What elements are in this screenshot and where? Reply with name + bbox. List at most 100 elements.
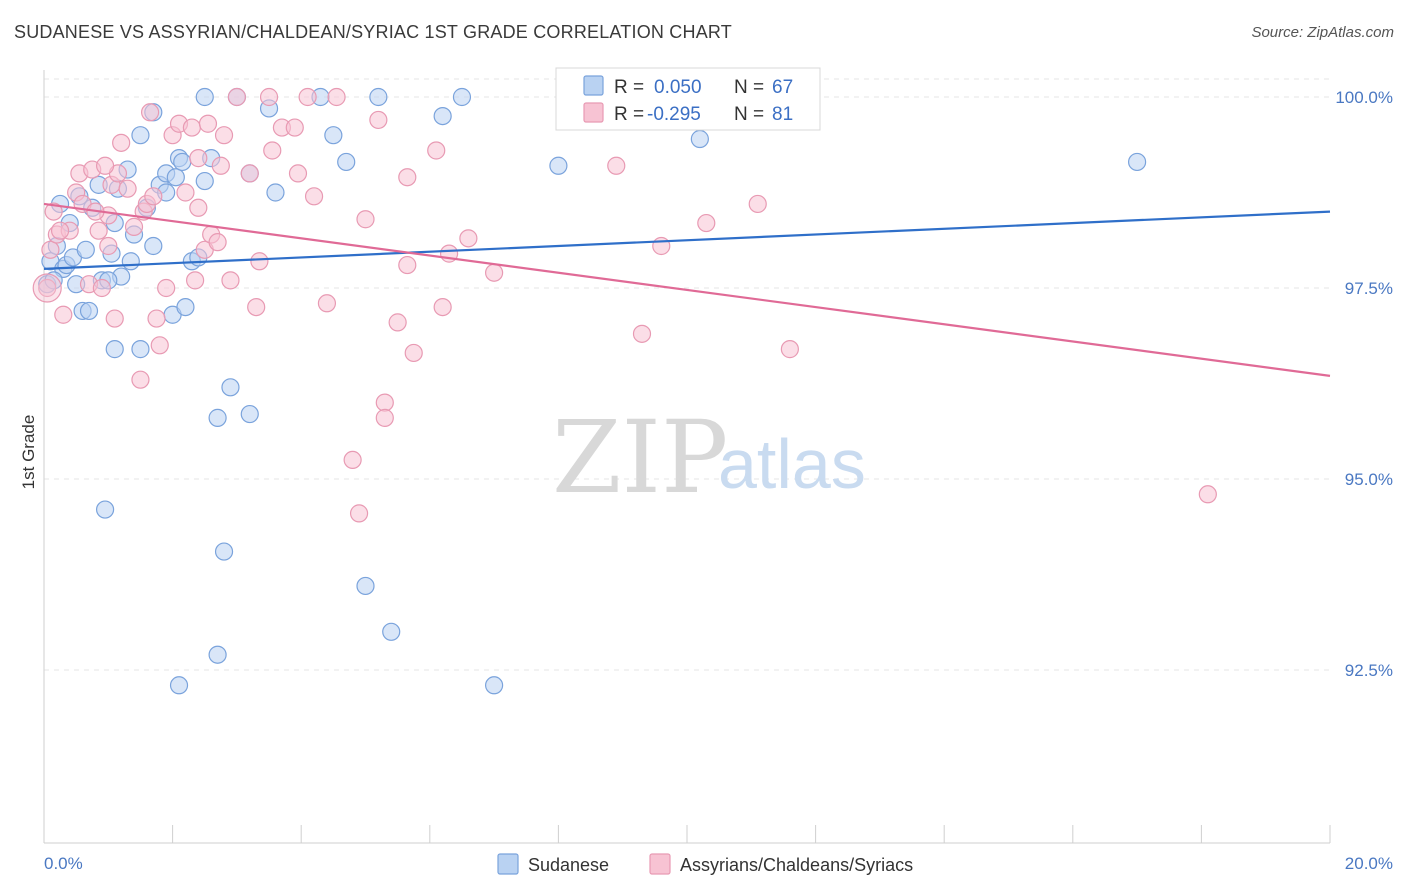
point-sudanese [221,378,240,397]
stats-blue-r-label: R = [614,77,644,98]
point-assyrians [221,271,240,290]
point-assyrians [398,255,417,275]
point-sudanese [166,168,185,187]
point-sudanese [95,500,115,519]
point-assyrians [131,370,150,389]
point-assyrians [189,149,208,168]
watermark-zip: ZIP [552,399,728,516]
point-assyrians [327,87,346,107]
stats-pink-r-label: R = [614,104,644,125]
point-assyrians [198,114,218,133]
point-sudanese [76,240,95,259]
watermark: ZIP atlas [552,399,866,516]
point-sudanese [208,408,227,427]
point-assyrians-large [32,273,62,303]
point-assyrians [459,229,478,248]
point-assyrians [112,133,131,152]
point-assyrians [1198,485,1217,504]
point-assyrians [317,294,337,313]
y-tick-label: 92.5% [1345,661,1393,680]
watermark-atlas: atlas [718,425,866,503]
trend-line-assyrians [43,202,1331,377]
stats-blue-swatch [583,75,604,96]
point-assyrians [227,87,246,107]
point-assyrians [144,187,163,206]
point-sudanese [356,576,375,596]
point-sudanese [369,87,388,107]
point-sudanese [337,152,356,172]
point-sudanese [195,87,214,107]
y-axis-label: 1st Grade [19,415,38,490]
stats-pink-n-value: 81 [772,104,793,125]
point-assyrians [214,126,234,145]
stats-legend: R = 0.050 N = 67 R = -0.295 N = 81 [555,67,821,131]
point-sudanese [382,622,401,641]
point-assyrians [247,298,266,317]
chart-title: SUDANESE VS ASSYRIAN/CHALDEAN/SYRIAC 1ST… [14,22,732,42]
point-assyrians [50,221,70,240]
point-sudanese [433,106,452,126]
point-assyrians [398,168,417,187]
point-sudanese [690,129,709,149]
chart-source: Source: ZipAtlas.com [1251,24,1394,41]
point-assyrians [211,156,230,175]
point-assyrians [485,263,504,282]
point-assyrians [240,164,259,183]
trend-lines [43,202,1331,377]
point-sudanese [214,542,234,561]
point-assyrians [44,202,63,221]
point-assyrians [208,233,227,252]
point-sudanese [144,236,163,256]
point-assyrians [288,164,308,183]
point-assyrians [89,221,108,240]
legend-label-assyrians: Assyrians/Chaldeans/Syriacs [680,855,913,875]
point-assyrians [427,141,446,160]
point-sudanese [549,156,568,175]
point-assyrians [388,313,407,332]
point-assyrians [147,309,166,328]
point-assyrians [182,118,201,137]
x-tick-labels: 0.0% 20.0% [44,854,1393,873]
point-assyrians [632,324,652,343]
point-assyrians [343,450,362,469]
point-assyrians [375,408,394,427]
point-assyrians [356,210,375,229]
point-sudanese [121,252,140,271]
point-assyrians [54,305,73,324]
point-sudanese [1127,152,1147,172]
point-assyrians [780,340,799,359]
legend-label-sudanese: Sudanese [528,855,609,875]
point-sudanese [131,126,150,145]
point-assyrians [95,156,115,175]
trend-line-sudanese [43,210,1331,270]
point-assyrians [349,504,369,523]
point-assyrians [607,156,626,175]
point-assyrians [38,278,57,298]
legend-swatch-sudanese [497,853,519,875]
data-points [32,87,1217,695]
point-sudanese [173,152,192,172]
point-assyrians [118,179,137,198]
point-sudanese [105,340,124,359]
point-sudanese [452,87,472,107]
stats-blue-r-value: 0.050 [654,77,702,98]
point-assyrians [375,393,394,412]
axes [43,70,1331,844]
point-sudanese [195,171,214,191]
point-assyrians [99,236,118,256]
point-sudanese [169,676,189,695]
point-assyrians [697,213,716,233]
stats-pink-r-value: -0.295 [647,104,701,125]
point-sudanese [131,340,150,359]
legend-swatch-assyrians [649,853,671,875]
point-assyrians [41,240,60,259]
y-tick-labels: 92.5% 95.0% 97.5% 100.0% [1335,88,1393,680]
stats-pink-swatch [583,102,604,123]
point-assyrians [250,252,269,271]
point-assyrians [369,110,388,130]
y-tick-label: 97.5% [1345,279,1393,298]
point-sudanese [176,298,195,317]
x-tick-label: 0.0% [44,854,83,873]
point-sudanese [266,183,285,202]
